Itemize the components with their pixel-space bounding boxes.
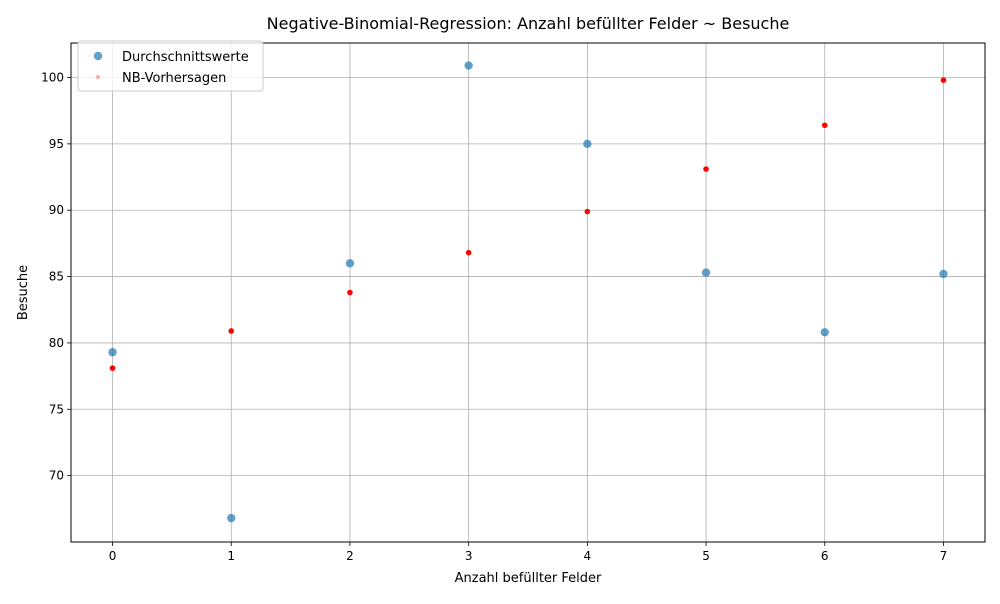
x-tick-label: 7 <box>940 549 948 563</box>
x-axis-label: Anzahl befüllter Felder <box>455 571 602 586</box>
grid <box>71 43 985 542</box>
average-point <box>939 269 948 279</box>
legend-label-predictions: NB-Vorhersagen <box>122 71 226 86</box>
nb-prediction-point <box>109 365 116 371</box>
nb-prediction-point <box>465 249 472 256</box>
x-tick-label: 6 <box>821 549 829 563</box>
x-tick-label: 5 <box>702 549 710 563</box>
y-tick-label: 95 <box>49 137 64 151</box>
nb-prediction-point <box>940 77 947 83</box>
x-tick-label: 2 <box>346 549 354 563</box>
average-point <box>227 513 236 523</box>
average-point <box>345 259 355 268</box>
average-point <box>108 348 117 357</box>
x-tick-label: 0 <box>109 549 117 563</box>
y-tick-label: 100 <box>41 71 64 85</box>
axis-ticks: 0 1 2 3 4 5 6 7 70 75 80 85 90 95 100 <box>41 71 947 563</box>
y-tick-label: 75 <box>49 402 64 416</box>
y-tick-label: 70 <box>49 469 64 483</box>
y-tick-label: 90 <box>49 203 64 217</box>
nb-prediction-point <box>347 289 353 296</box>
legend: Durchschnittswerte NB-Vorhersagen <box>77 40 264 92</box>
nb-prediction-point <box>584 208 591 215</box>
average-point <box>701 268 711 277</box>
average-point <box>820 328 829 337</box>
y-tick-label: 85 <box>49 270 64 284</box>
nb-prediction-point <box>228 328 235 334</box>
legend-box <box>77 40 264 92</box>
nb-prediction-point <box>821 122 828 129</box>
chart-title: Negative-Binomial-Regression: Anzahl bef… <box>267 14 790 33</box>
y-tick-label: 80 <box>49 336 64 350</box>
x-tick-label: 1 <box>227 549 235 563</box>
nb-prediction-point <box>703 166 709 172</box>
legend-label-averages: Durchschnittswerte <box>122 50 249 65</box>
average-point <box>583 139 592 149</box>
legend-marker-predictions <box>95 74 101 80</box>
y-axis-label: Besuche <box>16 265 31 320</box>
x-tick-label: 3 <box>465 549 473 563</box>
plot-frame <box>70 42 986 543</box>
average-point <box>464 61 473 70</box>
legend-marker-averages <box>93 51 103 61</box>
x-tick-label: 4 <box>584 549 592 563</box>
data-points <box>108 61 948 523</box>
